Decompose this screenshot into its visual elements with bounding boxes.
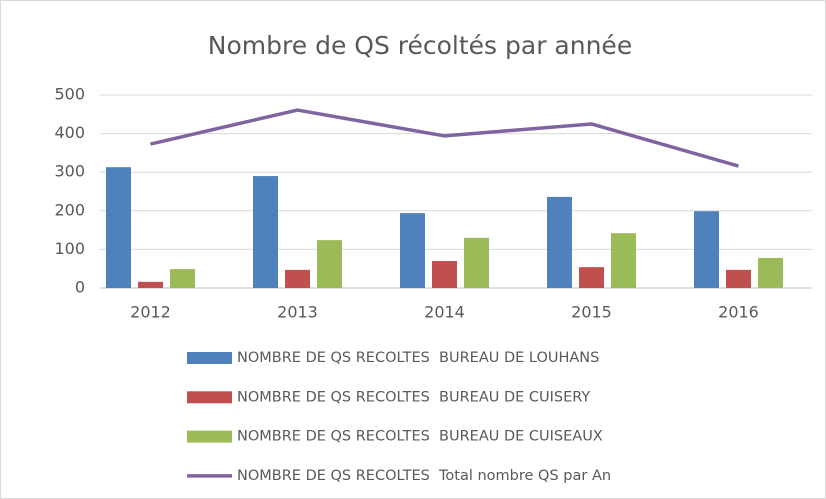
x-tick-label: 2016 — [718, 303, 759, 322]
legend-label: NOMBRE DE QS RECOLTES BUREAU DE LOUHANS — [237, 350, 599, 366]
legend-label: NOMBRE DE QS RECOLTES BUREAU DE CUISERY — [237, 389, 590, 405]
bar — [611, 233, 636, 288]
y-tick-label: 300 — [54, 162, 85, 181]
x-tick-label: 2015 — [571, 303, 612, 322]
x-tick-label: 2014 — [424, 303, 465, 322]
y-tick-label: 200 — [54, 200, 85, 219]
bar — [432, 260, 457, 288]
bar — [253, 176, 278, 288]
y-tick-label: 500 — [54, 85, 85, 104]
chart-title: Nombre de QS récoltés par année — [208, 31, 632, 60]
bar — [138, 281, 163, 288]
x-tick-label: 2013 — [277, 303, 318, 322]
legend-label: NOMBRE DE QS RECOLTES BUREAU DE CUISEAUX — [237, 429, 603, 445]
legend-swatch — [187, 352, 232, 364]
legend-label: NOMBRE DE QS RECOLTES Total nombre QS pa… — [237, 468, 611, 484]
y-tick-label: 0 — [75, 278, 85, 297]
legend-swatch — [187, 430, 232, 443]
bar — [400, 213, 425, 288]
bar — [579, 267, 604, 288]
line — [150, 108, 739, 168]
bar — [726, 269, 751, 288]
y-tick-label: 400 — [54, 123, 85, 142]
x-tick-label: 2012 — [130, 303, 171, 322]
bar — [106, 167, 131, 288]
bar — [547, 196, 572, 288]
bar — [758, 257, 783, 288]
bar — [464, 237, 489, 288]
bar — [694, 211, 719, 288]
bar — [285, 269, 310, 288]
legend-swatch — [187, 391, 232, 404]
y-tick-label: 100 — [54, 239, 85, 258]
bar — [317, 240, 342, 288]
bar — [170, 269, 195, 288]
